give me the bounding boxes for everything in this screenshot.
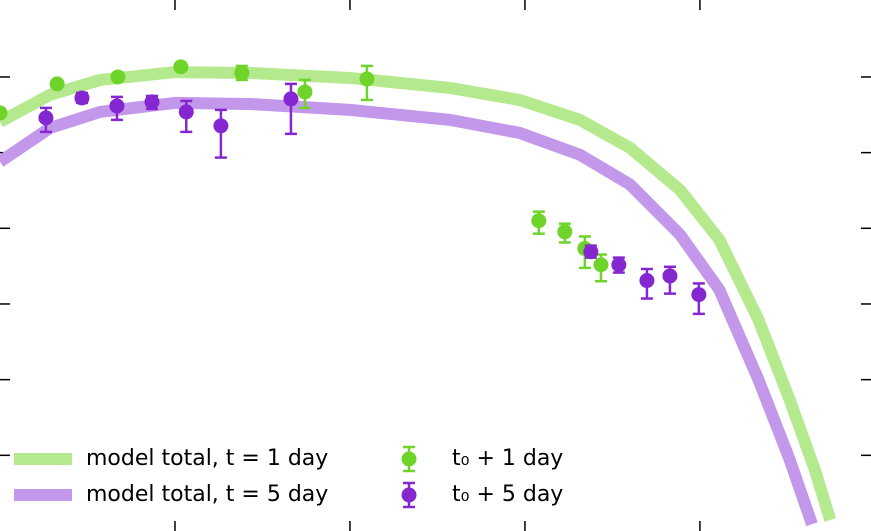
legend-marker	[401, 487, 417, 503]
legend-label: t₀ + 5 day	[452, 482, 563, 507]
data-point	[109, 98, 125, 114]
data-point	[173, 59, 189, 75]
legend-label: t₀ + 1 day	[452, 446, 563, 471]
data-point	[639, 273, 655, 289]
data-point	[531, 213, 547, 229]
model-line	[0, 96, 818, 527]
data-point	[583, 244, 599, 260]
data-point	[691, 287, 707, 303]
data-point	[110, 69, 126, 85]
data-point	[74, 90, 90, 106]
data-point	[234, 65, 250, 81]
legend-label: model total, t = 1 day	[86, 446, 328, 471]
data-point	[297, 84, 313, 100]
data-point	[213, 118, 229, 134]
data-point	[144, 94, 160, 110]
legend-marker	[401, 451, 417, 467]
data-point	[178, 104, 194, 120]
data-point	[38, 110, 54, 126]
data-point	[593, 257, 609, 273]
data-point	[283, 91, 299, 107]
data-point	[49, 76, 65, 92]
data-point	[611, 257, 627, 273]
data-point	[0, 105, 8, 121]
data-point	[359, 71, 375, 87]
data-point	[662, 268, 678, 284]
model-line	[0, 66, 837, 522]
data-point	[557, 224, 573, 240]
legend-label: model total, t = 5 day	[86, 482, 328, 507]
